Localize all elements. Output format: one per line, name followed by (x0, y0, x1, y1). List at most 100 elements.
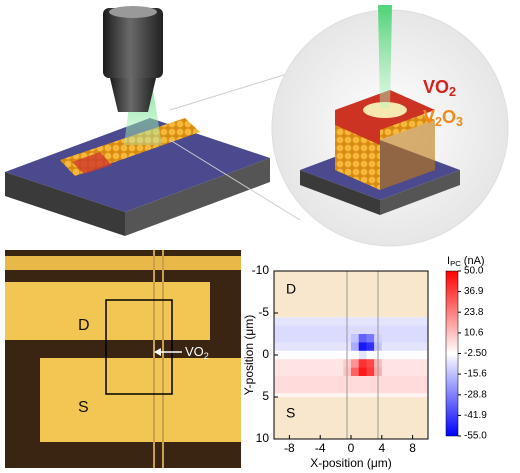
heat-cell (389, 376, 398, 385)
heat-cell (297, 384, 306, 394)
heat-cell (397, 367, 406, 377)
x-axis-title: X-position (μm) (310, 456, 392, 470)
heat-cell (274, 325, 283, 335)
heat-cell (404, 384, 413, 394)
heat-cell (351, 376, 360, 385)
x-tick-label: 4 (378, 441, 385, 455)
heat-cell (274, 384, 283, 394)
colorbar-tick-label: -28.8 (464, 389, 487, 400)
heat-cell (351, 384, 360, 394)
electrode-d (5, 282, 210, 340)
heat-cell (366, 325, 375, 335)
heat-cell (289, 342, 298, 352)
heat-cell (358, 367, 367, 377)
nanowire-vo2 (72, 152, 112, 174)
inset-substrate-side (300, 170, 380, 215)
heat-cell (389, 359, 398, 368)
heat-cell (304, 367, 313, 377)
heat-cell (366, 342, 375, 352)
heat-cell (289, 359, 298, 368)
heat-cell (312, 334, 321, 343)
heat-cell (404, 367, 413, 377)
heat-cell (366, 350, 375, 360)
heat-cell (351, 359, 360, 368)
heat-cell (327, 376, 336, 385)
heat-cell (335, 334, 344, 343)
electrode-label: S (78, 399, 89, 416)
heat-cell (412, 384, 421, 394)
colorbar-tick-label: 10.6 (464, 328, 484, 339)
heat-cell (335, 359, 344, 368)
heat-cell (281, 334, 290, 343)
heat-cell (351, 350, 360, 360)
label-part: O (442, 107, 456, 127)
colorbar-tick-label: -55.0 (464, 431, 487, 442)
heat-cell (312, 325, 321, 335)
colorbar-tick-label: 50.0 (464, 266, 484, 277)
arrow-head (154, 348, 161, 356)
heat-cell (335, 384, 344, 394)
colorbar-tick-label: -2.50 (464, 348, 487, 359)
micrograph: D S VO2 (5, 250, 241, 468)
heat-cell (358, 342, 367, 352)
heat-cell (351, 325, 360, 335)
heat-cell (351, 367, 360, 377)
heat-cell (274, 342, 283, 352)
y-tick-label: 5 (262, 389, 269, 403)
heat-cell (304, 376, 313, 385)
heat-cell (366, 334, 375, 343)
heat-cell (327, 317, 336, 326)
heat-cell (281, 325, 290, 335)
heat-cell (320, 367, 329, 377)
heat-cell (312, 350, 321, 360)
heat-cell (320, 325, 329, 335)
heat-cell (320, 350, 329, 360)
electrode-edge (5, 256, 241, 270)
y-tick-label: 0 (262, 347, 269, 361)
heat-cell (327, 334, 336, 343)
label-part: I (447, 255, 450, 267)
label-sub: 3 (456, 115, 463, 129)
heat-cell (397, 350, 406, 360)
substrate-side (125, 158, 270, 236)
heat-cell (297, 317, 306, 326)
heat-cell (397, 317, 406, 326)
heat-cell (420, 325, 429, 335)
heat-cell (281, 384, 290, 394)
substrate-top (5, 118, 270, 212)
heat-cell (281, 317, 290, 326)
heat-cell (304, 342, 313, 352)
heat-cell (397, 384, 406, 394)
heat-cell (381, 384, 390, 394)
heat-cell (281, 376, 290, 385)
heat-cell (304, 317, 313, 326)
heat-cell (366, 317, 375, 326)
heat-cell (274, 317, 283, 326)
heat-cell (366, 384, 375, 394)
heat-cell (312, 317, 321, 326)
electrode-label: D (78, 317, 90, 334)
v2o3-label: V2O3 (423, 107, 463, 130)
illustration: VO2 V2O3 (5, 5, 509, 247)
heat-cell (297, 342, 306, 352)
heat-cell (397, 325, 406, 335)
heat-cell (274, 376, 283, 385)
heat-cell (304, 325, 313, 335)
heat-cell (312, 367, 321, 377)
heat-cell (320, 359, 329, 368)
heat-cell (404, 317, 413, 326)
colorbar-tick-label: -15.6 (464, 369, 487, 380)
heat-cell (312, 384, 321, 394)
heat-cell (420, 350, 429, 360)
label-sub: 2 (204, 351, 209, 361)
heat-cell (381, 334, 390, 343)
heat-cell (297, 350, 306, 360)
heat-cell (297, 334, 306, 343)
heat-cell (289, 350, 298, 360)
heat-cell (335, 350, 344, 360)
heat-cell (412, 359, 421, 368)
heat-cell (297, 367, 306, 377)
electrode-s (40, 358, 241, 442)
electrode-d-region (274, 271, 428, 317)
